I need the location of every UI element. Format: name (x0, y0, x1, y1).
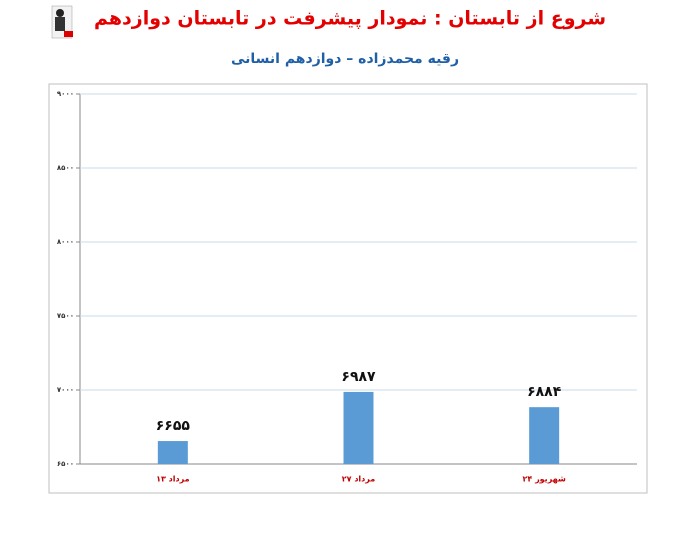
chart-subtitle: رقیه محمدزاده – دوازدهم انسانی (231, 51, 459, 67)
chart-title: شروع از تابستان : نمودار پیشرفت در تابست… (94, 8, 606, 30)
y-tick-label: ۹۰۰۰ (57, 90, 74, 98)
y-tick-label: ۷۵۰۰ (57, 312, 74, 320)
y-tick-label: ۷۰۰۰ (57, 386, 74, 394)
plot-frame (48, 83, 648, 494)
data-label: ۶۶۵۵ (156, 418, 191, 434)
y-tick-label: ۸۵۰۰ (57, 164, 74, 172)
bar (343, 391, 374, 464)
x-tick-label: ۱۳ مرداد (156, 475, 189, 484)
data-label: ۶۸۸۴ (527, 384, 562, 400)
data-label: ۶۹۸۷ (341, 369, 376, 385)
logo-icon (51, 5, 73, 39)
y-tick-label: ۶۵۰۰ (57, 460, 74, 468)
bar (157, 441, 188, 464)
x-tick-label: ۲۴ شهریور (523, 475, 566, 484)
x-tick-label: ۲۷ مرداد (342, 475, 375, 484)
bar (529, 407, 560, 464)
y-tick-label: ۸۰۰۰ (57, 238, 74, 246)
